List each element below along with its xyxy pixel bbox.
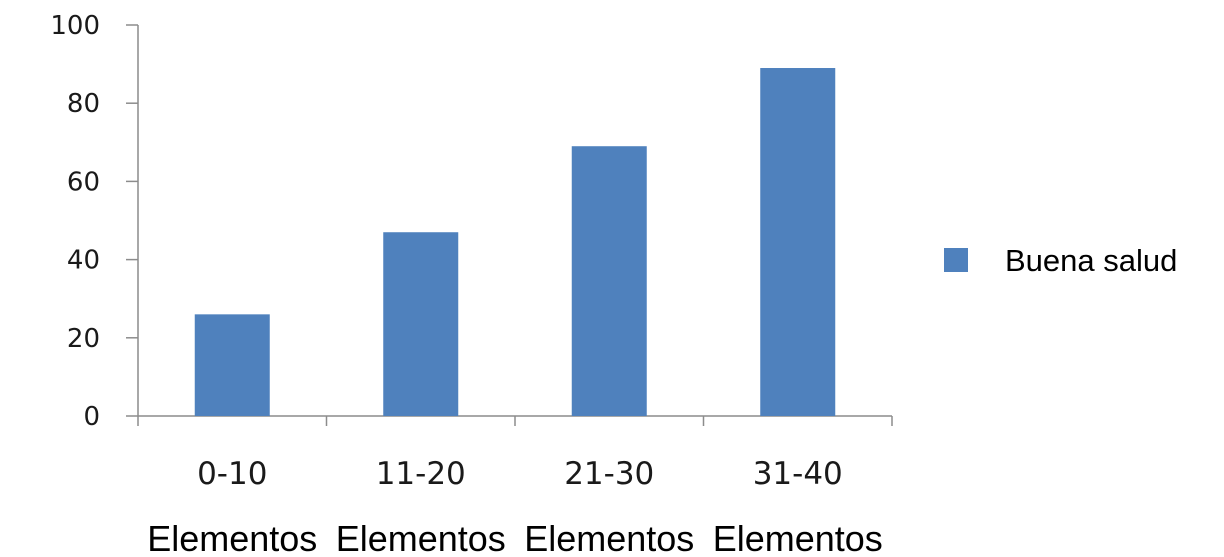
x-tick-label: 21-30 — [564, 456, 654, 492]
y-axis: 0 20 40 60 80 100 — [50, 11, 139, 432]
x-tick-label: 11-20 — [376, 456, 466, 492]
x-category-sublabel: Elementos — [147, 518, 317, 557]
y-tick-label: 80 — [67, 89, 100, 119]
y-tick-label: 100 — [50, 11, 100, 41]
legend-swatch-buena-salud — [944, 248, 968, 272]
x-tick-label: 0-10 — [197, 456, 267, 492]
plot-area — [194, 68, 836, 416]
y-tick-label: 0 — [83, 402, 100, 432]
bar-11-20 — [383, 232, 459, 416]
x-category-sublabel: Elementos — [713, 518, 883, 557]
y-tick-label: 60 — [67, 167, 100, 197]
bar-0-10 — [194, 314, 270, 416]
bar-21-30 — [571, 146, 647, 416]
y-tick-label: 20 — [67, 324, 100, 354]
x-category-sublabel: Elementos — [524, 518, 694, 557]
x-tick-label: 31-40 — [753, 456, 843, 492]
legend: Buena salud — [944, 243, 1177, 278]
y-tick-label: 40 — [67, 246, 100, 276]
x-category-sublabel: Elementos — [336, 518, 506, 557]
legend-label-buena-salud: Buena salud — [1005, 243, 1177, 278]
bar-31-40 — [760, 68, 836, 416]
x-axis: 0-10 Elementos 11-20 Elementos 21-30 Elemento… — [137, 415, 893, 557]
